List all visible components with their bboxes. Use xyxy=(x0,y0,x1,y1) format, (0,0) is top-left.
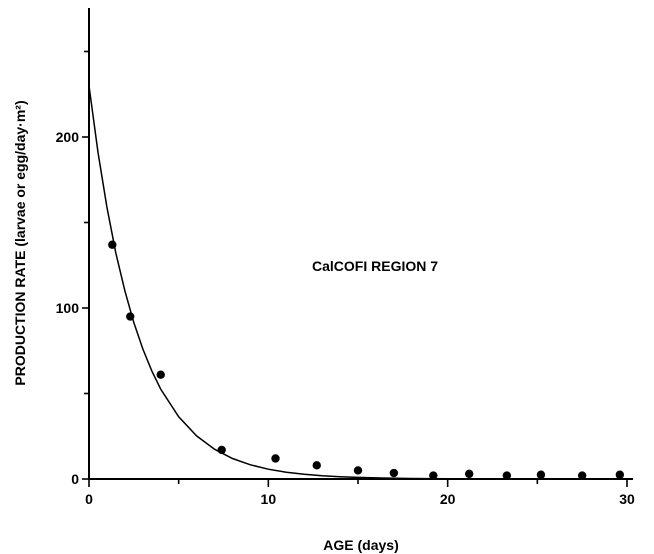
y-tick-label: 100 xyxy=(56,300,80,316)
data-point xyxy=(126,312,135,321)
data-point xyxy=(271,454,280,463)
data-point xyxy=(536,470,546,479)
data-points xyxy=(108,240,625,480)
x-tick-label: 30 xyxy=(619,491,635,507)
x-axis-label: AGE (days) xyxy=(323,537,398,553)
y-axis-label: PRODUCTION RATE (larvae or egg/day·m²) xyxy=(12,100,28,385)
annotation-label: CalCOFI REGION 7 xyxy=(312,258,438,274)
data-point xyxy=(156,370,165,379)
y-tick-label: 0 xyxy=(71,471,79,487)
data-point xyxy=(577,471,587,480)
x-tick-label: 0 xyxy=(85,491,93,507)
x-tick-label: 10 xyxy=(261,491,277,507)
data-point xyxy=(108,240,117,249)
data-point xyxy=(429,471,438,480)
fitted-curve xyxy=(88,85,627,480)
ticks: 0 100 200 0 10 20 30 xyxy=(56,50,635,507)
y-tick-label: 200 xyxy=(56,129,80,145)
data-point xyxy=(615,470,625,479)
data-point xyxy=(502,471,512,480)
data-point xyxy=(464,469,474,479)
x-tick-label: 20 xyxy=(440,491,456,507)
data-point xyxy=(389,468,399,478)
data-point xyxy=(217,445,226,455)
data-point xyxy=(353,466,363,475)
data-point xyxy=(312,461,321,470)
